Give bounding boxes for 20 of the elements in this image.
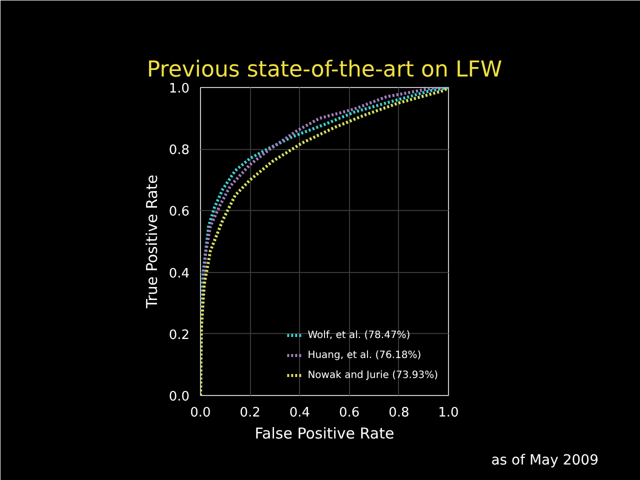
x-tick-label: 0.0 xyxy=(190,406,211,420)
x-tick-label: 0.2 xyxy=(240,406,260,420)
x-tick-label: 0.4 xyxy=(289,406,310,420)
y-tick-label: 0.2 xyxy=(168,328,190,343)
legend-label: Huang, et al. (76.18%) xyxy=(308,350,422,360)
x-tick-label: 0.8 xyxy=(388,406,410,420)
y-tick-label: 1.0 xyxy=(168,82,190,96)
y-axis-title: True Positive Rate xyxy=(142,174,161,310)
chart-title: Previous state-of-the-art on LFW xyxy=(146,58,502,82)
y-tick-label: 0.0 xyxy=(168,390,190,404)
legend-label: Wolf, et al. (78.47%) xyxy=(308,330,410,340)
x-axis-title: False Positive Rate xyxy=(254,424,394,442)
line-series xyxy=(200,88,448,396)
text: as of May 2009 xyxy=(491,452,599,468)
y-tick-label: 0.8 xyxy=(168,143,190,158)
y-tick-label: 0.4 xyxy=(168,266,190,282)
x-tick-label: 0.6 xyxy=(338,406,360,420)
legend-label: Nowak and Jurie (73.93%) xyxy=(308,370,438,380)
x-tick-label: 1.0 xyxy=(438,406,459,420)
y-tick-label: 0.6 xyxy=(168,204,190,220)
